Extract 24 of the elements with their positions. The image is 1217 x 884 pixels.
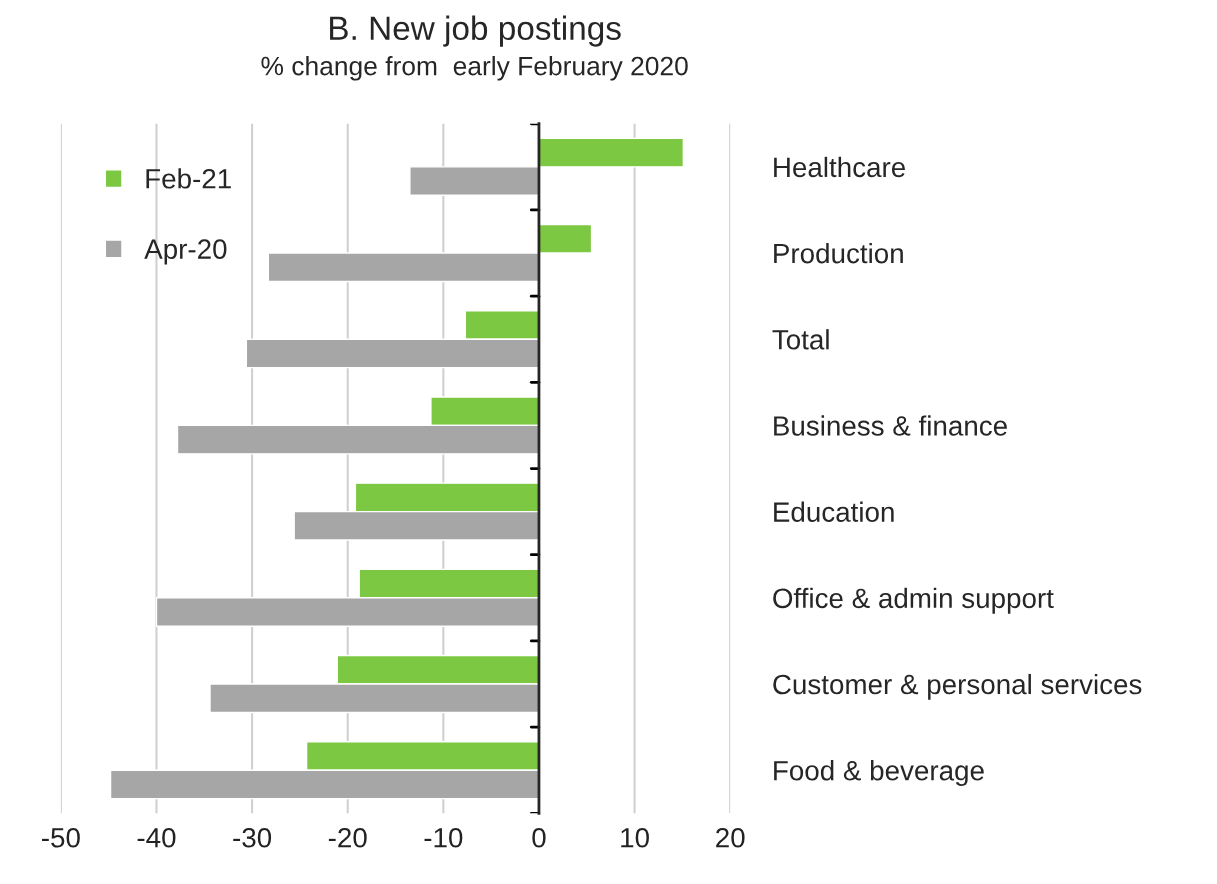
- x-tick-label: -10: [424, 827, 463, 848]
- legend-label: Apr-20: [144, 239, 227, 265]
- bar: [538, 223, 593, 254]
- y-tick-label: Total: [772, 329, 829, 350]
- x-tick-label: 20: [716, 827, 745, 848]
- legend-label: Feb-21: [146, 168, 231, 189]
- y-tick-label: Food & beverage: [774, 760, 984, 787]
- bar: [538, 137, 685, 168]
- x-tick-label: -50: [42, 827, 80, 848]
- bar: [267, 252, 540, 283]
- y-tick-label: Education: [774, 501, 894, 522]
- y-tick-label: Business & finance: [774, 415, 1007, 436]
- x-tick-label: -40: [137, 827, 176, 848]
- y-tick-label: Production: [774, 242, 903, 264]
- y-tick-label: Customer & personal services: [773, 673, 1142, 700]
- y-tick-label: Office & admin support: [773, 587, 1054, 614]
- chart-title: B. New job postings: [330, 15, 621, 47]
- x-tick-label: -20: [328, 827, 367, 848]
- chart-subtitle: % change from early February 2020: [261, 56, 688, 81]
- x-tick-label: 0: [532, 827, 546, 848]
- y-tick-label: Healthcare: [774, 156, 905, 178]
- bar: [409, 166, 540, 196]
- x-tick-label: -30: [233, 827, 272, 848]
- x-tick-label: 10: [621, 827, 649, 848]
